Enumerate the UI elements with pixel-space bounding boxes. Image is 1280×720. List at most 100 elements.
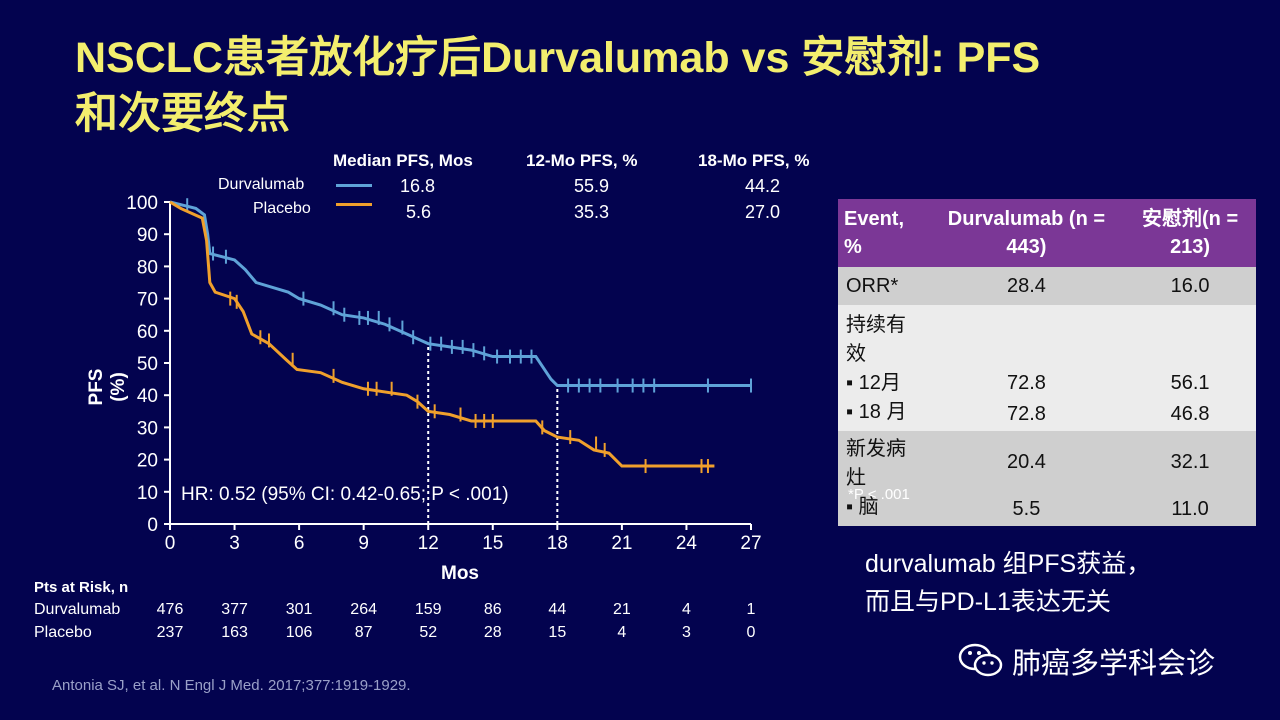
cell-placebo: 32.1 — [1124, 431, 1256, 493]
legend-durvalumab: Durvalumab — [218, 176, 305, 193]
durva-18mo: 44.2 — [745, 176, 781, 196]
risk-value: 15 — [548, 624, 567, 641]
x-tick-label: 0 — [165, 533, 176, 554]
risk-value: 476 — [156, 601, 184, 618]
cell-placebo: 11.0 — [1124, 493, 1256, 526]
x-tick-label: 15 — [482, 533, 503, 554]
risk-label: Pts at Risk, n — [34, 579, 129, 596]
curve-placebo — [169, 200, 715, 468]
risk-value: 28 — [483, 624, 502, 641]
placebo-median: 5.6 — [406, 202, 432, 222]
title-line-1: NSCLC患者放化疗后Durvalumab vs 安慰剂: PFS — [75, 34, 1041, 82]
risk-value: 264 — [350, 601, 377, 618]
x-tick-label: 12 — [418, 533, 439, 554]
row-label: ORR* — [838, 267, 929, 305]
table-row: ORR* 28.4 16.0 — [838, 267, 1256, 305]
risk-value: 301 — [285, 601, 313, 618]
cell-placebo: 46.8 — [1124, 398, 1256, 431]
cell-durvalumab: 72.8 — [928, 398, 1125, 431]
risk-value: 106 — [285, 624, 313, 641]
row-label: ▪ 18 月 — [838, 398, 929, 431]
table-footnote: *P < .001 — [848, 486, 910, 503]
title-line-2: 和次要终点 — [75, 90, 290, 138]
risk-value: 0 — [746, 624, 756, 641]
placebo-12mo: 35.3 — [574, 202, 610, 222]
y-axis-label: PFS (%) — [86, 368, 129, 406]
durva-12mo: 55.9 — [574, 176, 610, 196]
secondary-endpoints-table: Event, % Durvalumab (n = 443) 安慰剂(n = 21… — [838, 199, 1256, 526]
legend-placebo-line — [336, 203, 372, 206]
risk-durvalumab-label: Durvalumab — [34, 601, 121, 618]
y-tick-label: 50 — [137, 354, 158, 375]
y-tick-label: 80 — [137, 257, 158, 278]
curve-durvalumab — [169, 200, 751, 388]
hr-annotation: HR: 0.52 (95% CI: 0.42-0.65; P < .001) — [181, 484, 509, 505]
brand-text: 肺癌多学科会诊 — [1012, 648, 1216, 680]
y-tick-label: 90 — [137, 225, 158, 246]
table-row: 持续有效 — [838, 305, 1256, 369]
x-tick-label: 18 — [547, 533, 568, 554]
row-label: ▪ 12月 — [838, 369, 929, 398]
brand-watermark: 肺癌多学科会诊 — [958, 640, 1215, 682]
y-tick-label: 70 — [137, 290, 158, 311]
slide-title: NSCLC患者放化疗后Durvalumab vs 安慰剂: PFS 和次要终点 — [75, 30, 1040, 142]
risk-value: 237 — [156, 624, 184, 641]
y-tick-label: 100 — [126, 193, 158, 214]
table-header-durvalumab: Durvalumab (n = 443) — [928, 199, 1125, 267]
risk-value: 21 — [612, 601, 631, 618]
x-tick-label: 21 — [611, 533, 632, 554]
table-header-event: Event, % — [838, 199, 929, 267]
risk-value: 159 — [414, 601, 442, 618]
x-tick-label: 3 — [229, 533, 240, 554]
risk-value: 86 — [483, 601, 502, 618]
placebo-18mo: 27.0 — [745, 202, 781, 222]
table-row: ▪ 脑 5.5 11.0 — [838, 493, 1256, 526]
y-tick-label: 40 — [137, 386, 158, 407]
x-tick-label: 27 — [740, 533, 761, 554]
y-tick-label: 60 — [137, 322, 158, 343]
row-label: 新发病灶 — [838, 431, 929, 493]
risk-value: 52 — [419, 624, 438, 641]
legend-placebo: Placebo — [253, 200, 311, 217]
citation: Antonia SJ, et al. N Engl J Med. 2017;37… — [52, 677, 411, 694]
row-label: ▪ 脑 — [838, 493, 929, 526]
y-tick-label: 10 — [137, 483, 158, 504]
conclusion-line-1: durvalumab 组PFS获益， — [865, 550, 1152, 578]
cell-placebo: 56.1 — [1124, 369, 1256, 398]
risk-placebo-label: Placebo — [34, 624, 92, 641]
risk-value: 1 — [746, 601, 756, 618]
table-header-placebo: 安慰剂(n = 213) — [1124, 199, 1256, 267]
cell-durvalumab: 28.4 — [928, 267, 1125, 305]
summary-header-12mo: 12-Mo PFS, % — [526, 151, 638, 170]
table-row: 新发病灶 20.4 32.1 — [838, 431, 1256, 493]
legend-durvalumab-line — [336, 184, 372, 187]
x-tick-label: 9 — [358, 533, 369, 554]
table-row: ▪ 12月 72.8 56.1 — [838, 369, 1256, 398]
x-axis-label: Mos — [441, 563, 479, 584]
risk-value: 377 — [221, 601, 248, 618]
risk-value: 4 — [617, 624, 627, 641]
risk-value: 87 — [354, 624, 373, 641]
table-row: ▪ 18 月 72.8 46.8 — [838, 398, 1256, 431]
cell-durvalumab — [928, 305, 1125, 369]
conclusion: durvalumab 组PFS获益， 而且与PD-L1表达无关 — [865, 545, 1151, 621]
x-tick-label: 6 — [294, 533, 305, 554]
cell-durvalumab: 72.8 — [928, 369, 1125, 398]
y-tick-label: 20 — [137, 451, 158, 472]
y-tick-label: 0 — [147, 515, 158, 536]
wechat-icon — [958, 643, 1003, 677]
risk-value: 44 — [548, 601, 567, 618]
x-tick-label: 24 — [676, 533, 698, 554]
risk-value: 163 — [221, 624, 248, 641]
summary-header-median: Median PFS, Mos — [333, 151, 473, 170]
conclusion-line-2: 而且与PD-L1表达无关 — [865, 588, 1111, 616]
risk-value: 3 — [681, 624, 691, 641]
cell-placebo: 16.0 — [1124, 267, 1256, 305]
cell-placebo — [1124, 305, 1256, 369]
cell-durvalumab: 5.5 — [928, 493, 1125, 526]
summary-header-18mo: 18-Mo PFS, % — [698, 151, 810, 170]
row-label: 持续有效 — [838, 305, 929, 369]
durva-median: 16.8 — [400, 176, 436, 196]
risk-value: 4 — [681, 601, 691, 618]
